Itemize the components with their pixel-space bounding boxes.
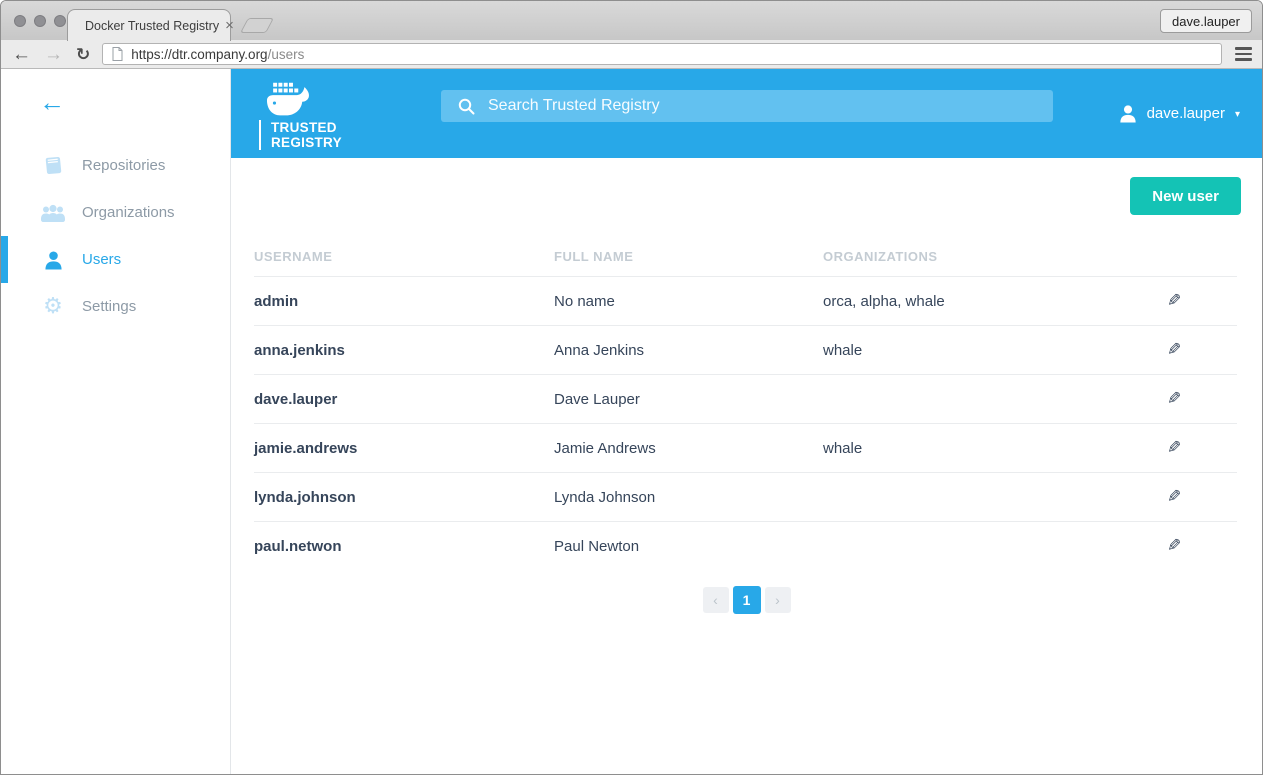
sidebar-item-label: Settings xyxy=(82,298,137,315)
url-text: https://dtr.company.org/users xyxy=(131,47,304,62)
column-header-organizations: ORGANIZATIONS xyxy=(823,249,938,264)
url-bar[interactable]: https://dtr.company.org/users xyxy=(102,43,1222,65)
fullname-cell: Dave Lauper xyxy=(554,390,640,408)
organizations-cell: whale xyxy=(823,341,863,359)
browser-profile-button[interactable]: dave.lauper xyxy=(1160,9,1252,33)
back-button[interactable]: ← xyxy=(12,43,31,65)
tab-close-icon[interactable]: × xyxy=(225,17,234,34)
edit-user-button[interactable]: ✎ xyxy=(1167,438,1181,458)
user-menu-label: dave.lauper xyxy=(1146,105,1225,122)
forward-button[interactable]: → xyxy=(44,43,63,65)
fullname-cell: Jamie Andrews xyxy=(554,439,656,457)
edit-user-button[interactable]: ✎ xyxy=(1167,340,1181,360)
sidebar: ← Repositories Organizations xyxy=(1,69,231,774)
logo-line-1: TRUSTED xyxy=(271,120,337,135)
column-header-fullname: FULL NAME xyxy=(554,249,634,264)
column-header-username: USERNAME xyxy=(254,249,333,264)
pencil-icon: ✎ xyxy=(1167,340,1182,360)
edit-user-button[interactable]: ✎ xyxy=(1167,487,1181,507)
gear-icon: ⚙ xyxy=(43,293,63,319)
pagination-next-button[interactable]: › xyxy=(764,587,791,613)
new-user-button[interactable]: New user xyxy=(1130,177,1241,215)
username-cell: paul.netwon xyxy=(254,537,342,555)
pencil-icon: ✎ xyxy=(1167,389,1182,409)
pagination: ‹ 1 › xyxy=(231,586,1262,614)
tab-title: Docker Trusted Registry xyxy=(85,18,220,33)
minimize-window-button[interactable] xyxy=(34,15,46,27)
table-row[interactable]: jamie.andrews Jamie Andrews whale ✎ xyxy=(254,423,1237,472)
table-row[interactable]: admin No name orca, alpha, whale ✎ xyxy=(254,276,1237,325)
logo-wordmark: TRUSTED REGISTRY xyxy=(259,120,342,150)
browser-toolbar: ← → ↻ https://dtr.company.org/users xyxy=(1,40,1262,69)
table-row[interactable]: anna.jenkins Anna Jenkins whale ✎ xyxy=(254,325,1237,374)
main-content: New user USERNAME FULL NAME ORGANIZATION… xyxy=(231,158,1262,774)
pencil-icon: ✎ xyxy=(1167,536,1182,556)
table-header-row: USERNAME FULL NAME ORGANIZATIONS xyxy=(254,237,1237,276)
browser-menu-icon[interactable] xyxy=(1235,47,1252,61)
close-window-button[interactable] xyxy=(14,15,26,27)
sidebar-item-label: Users xyxy=(82,251,122,268)
username-cell: jamie.andrews xyxy=(254,439,358,457)
edit-user-button[interactable]: ✎ xyxy=(1167,291,1181,311)
edit-user-button[interactable]: ✎ xyxy=(1167,536,1181,556)
url-path: /users xyxy=(267,46,305,62)
table-row[interactable]: dave.lauper Dave Lauper ✎ xyxy=(254,374,1237,423)
sidebar-item-label: Organizations xyxy=(82,204,175,221)
chevron-down-icon: ▾ xyxy=(1234,109,1240,120)
fullname-cell: No name xyxy=(554,292,615,310)
sidebar-nav: Repositories Organizations Users ⚙ S xyxy=(1,142,230,330)
app-header: TRUSTED REGISTRY dave.lauper ▾ xyxy=(231,69,1262,158)
sidebar-collapse-button[interactable]: ← xyxy=(39,87,65,117)
username-cell: admin xyxy=(254,292,299,310)
pencil-icon: ✎ xyxy=(1167,438,1182,458)
browser-titlebar: Docker Trusted Registry × dave.lauper xyxy=(1,1,1262,41)
dtr-app: ← Repositories Organizations xyxy=(1,69,1262,774)
user-person-icon xyxy=(41,250,65,270)
fullname-cell: Lynda Johnson xyxy=(554,488,656,506)
users-table: USERNAME FULL NAME ORGANIZATIONS admin N… xyxy=(254,237,1237,570)
account-person-icon xyxy=(1119,105,1136,123)
username-cell: anna.jenkins xyxy=(254,341,345,359)
organizations-cell: orca, alpha, whale xyxy=(823,292,945,310)
traffic-lights xyxy=(14,15,66,27)
new-tab-button[interactable] xyxy=(240,18,274,33)
pencil-icon: ✎ xyxy=(1167,487,1182,507)
organizations-cell: whale xyxy=(823,439,863,457)
pagination-prev-button[interactable]: ‹ xyxy=(702,587,729,613)
username-cell: dave.lauper xyxy=(254,390,338,408)
zoom-window-button[interactable] xyxy=(54,15,66,27)
reload-button[interactable]: ↻ xyxy=(76,44,91,64)
book-icon xyxy=(41,156,65,175)
search-bar xyxy=(441,90,1053,122)
docker-whale-icon xyxy=(266,82,309,116)
pagination-page-1-button[interactable]: 1 xyxy=(732,586,761,614)
search-input[interactable] xyxy=(488,90,1053,122)
table-row[interactable]: paul.netwon Paul Newton ✎ xyxy=(254,521,1237,570)
user-menu[interactable]: dave.lauper ▾ xyxy=(1119,69,1240,158)
sidebar-item-settings[interactable]: ⚙ Settings xyxy=(1,283,230,330)
sidebar-item-repositories[interactable]: Repositories xyxy=(1,142,230,189)
page-document-icon xyxy=(112,47,123,61)
sidebar-item-label: Repositories xyxy=(82,157,166,174)
search-icon xyxy=(458,98,475,115)
browser-tab[interactable]: Docker Trusted Registry × xyxy=(67,9,234,41)
dtr-logo: TRUSTED REGISTRY xyxy=(256,81,342,150)
table-row[interactable]: lynda.johnson Lynda Johnson ✎ xyxy=(254,472,1237,521)
edit-user-button[interactable]: ✎ xyxy=(1167,389,1181,409)
username-cell: lynda.johnson xyxy=(254,488,356,506)
fullname-cell: Paul Newton xyxy=(554,537,640,555)
organizations-people-icon xyxy=(41,204,65,222)
pencil-icon: ✎ xyxy=(1167,291,1182,311)
url-host: https://dtr.company.org xyxy=(131,46,268,62)
sidebar-item-users[interactable]: Users xyxy=(1,236,230,283)
logo-line-2: REGISTRY xyxy=(271,135,342,150)
fullname-cell: Anna Jenkins xyxy=(554,341,645,359)
sidebar-item-organizations[interactable]: Organizations xyxy=(1,189,230,236)
